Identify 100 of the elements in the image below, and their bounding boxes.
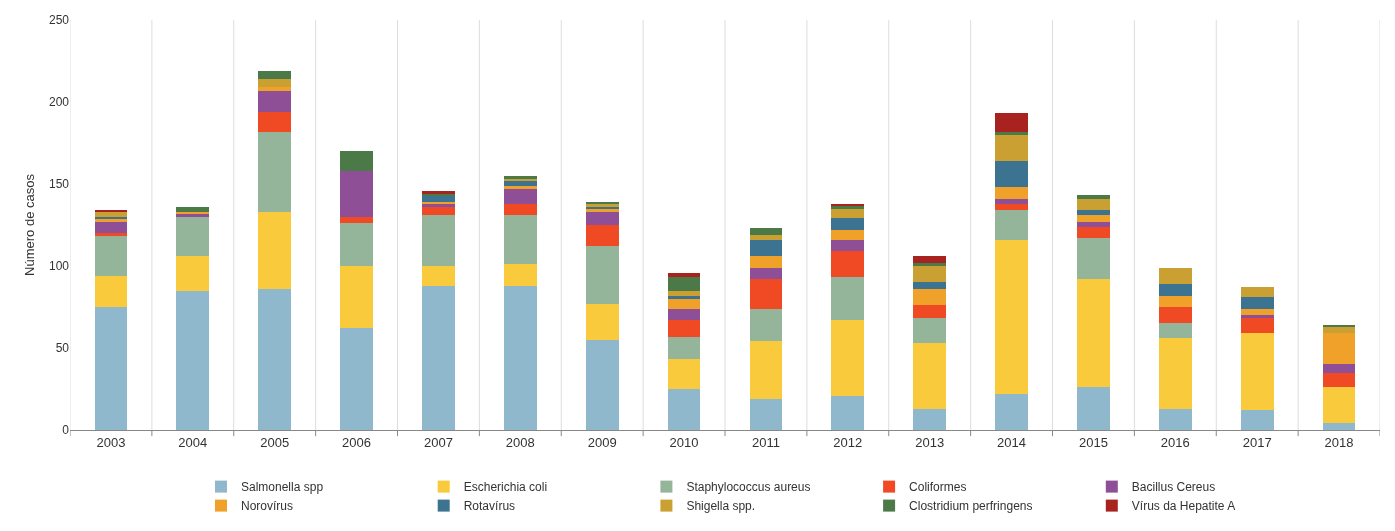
- bar: [585, 225, 619, 247]
- y-tick-label: 200: [48, 95, 70, 110]
- bar: [913, 262, 947, 266]
- bar: [258, 288, 292, 430]
- bar: [176, 206, 210, 212]
- bar: [1322, 387, 1356, 424]
- bar: [94, 233, 128, 237]
- legend-label: Rotavírus: [463, 499, 516, 514]
- bar: [1322, 364, 1356, 373]
- x-tick-label: 2009: [587, 434, 617, 450]
- bar: [1240, 287, 1274, 298]
- bar: [1322, 423, 1356, 430]
- bar: [667, 295, 701, 299]
- bar: [1322, 333, 1356, 365]
- bar: [749, 228, 783, 235]
- legend-label: Clostridium perfringens: [909, 499, 1033, 514]
- legend-label: Staphylococcus aureus: [686, 480, 811, 495]
- bar: [995, 210, 1028, 240]
- bar: [831, 239, 865, 252]
- bar: [1240, 333, 1274, 411]
- bar: [1077, 221, 1110, 227]
- bar: [585, 246, 619, 304]
- bar: [503, 180, 537, 186]
- bar: [749, 398, 783, 430]
- x-tick-label: 2006: [342, 434, 372, 450]
- bar: [1158, 284, 1192, 296]
- bar: [995, 134, 1028, 162]
- bar: [1240, 308, 1274, 316]
- x-tick-label: 2007: [423, 434, 453, 450]
- bar: [995, 113, 1028, 132]
- bar: [94, 307, 128, 430]
- bar: [831, 277, 865, 321]
- bar: [667, 298, 701, 309]
- x-tick-label: 2011: [751, 434, 780, 450]
- bar: [340, 151, 373, 171]
- bar: [340, 266, 373, 329]
- x-tick-label: 2005: [260, 434, 290, 450]
- bar: [94, 211, 128, 217]
- bar: [176, 256, 210, 291]
- bar: [1240, 318, 1274, 334]
- bar: [1077, 198, 1110, 211]
- legend-label: Salmonella spp: [241, 480, 324, 495]
- bar: [422, 266, 455, 286]
- bar: [1158, 267, 1192, 285]
- bar: [1322, 372, 1356, 388]
- bar: [422, 195, 455, 203]
- bar: [913, 288, 947, 306]
- bar: [995, 393, 1028, 430]
- bar: [1240, 315, 1274, 319]
- bar: [831, 395, 865, 430]
- bar: [503, 215, 537, 265]
- bar: [1077, 210, 1110, 216]
- bar: [831, 251, 865, 278]
- bar: [1158, 323, 1192, 339]
- bar: [176, 290, 210, 430]
- bar: [667, 336, 701, 360]
- bar: [995, 239, 1028, 394]
- y-tick-label: 150: [48, 177, 70, 192]
- bar: [258, 79, 292, 88]
- x-tick-label: 2003: [96, 434, 126, 450]
- bar: [667, 308, 701, 321]
- bar: [422, 206, 455, 216]
- legend-label: Escherichia coli: [463, 480, 548, 495]
- bar: [585, 339, 619, 430]
- legend-label: Vírus da Hepatite A: [1131, 499, 1236, 514]
- bar: [667, 277, 701, 291]
- bar: [340, 328, 373, 430]
- x-tick-label: 2010: [669, 434, 699, 450]
- bar: [913, 282, 947, 289]
- x-tick-label: 2014: [997, 434, 1027, 450]
- bar: [749, 267, 783, 280]
- bar: [258, 111, 292, 132]
- bar: [585, 211, 619, 225]
- bar: [176, 216, 210, 257]
- bar: [913, 343, 947, 409]
- bar: [503, 203, 537, 216]
- bar: [749, 308, 783, 342]
- bar: [749, 279, 783, 309]
- bar: [94, 275, 128, 307]
- bar: [995, 203, 1028, 211]
- bar: [995, 161, 1028, 188]
- bar: [94, 236, 128, 276]
- x-tick-label: 2013: [915, 434, 945, 450]
- y-tick-label: 100: [48, 259, 70, 274]
- bar: [749, 239, 783, 257]
- bar: [258, 211, 292, 289]
- bar: [667, 320, 701, 337]
- x-tick-label: 2004: [178, 434, 208, 450]
- bar: [749, 256, 783, 268]
- x-tick-label: 2018: [1324, 434, 1354, 450]
- bar: [831, 208, 865, 219]
- bar: [1158, 307, 1192, 324]
- bar: [913, 305, 947, 319]
- bar: [94, 221, 128, 234]
- bar: [831, 229, 865, 240]
- bar: [913, 318, 947, 344]
- bar: [831, 218, 865, 230]
- bar: [503, 285, 537, 430]
- bar: [422, 215, 455, 266]
- bar: [1158, 295, 1192, 307]
